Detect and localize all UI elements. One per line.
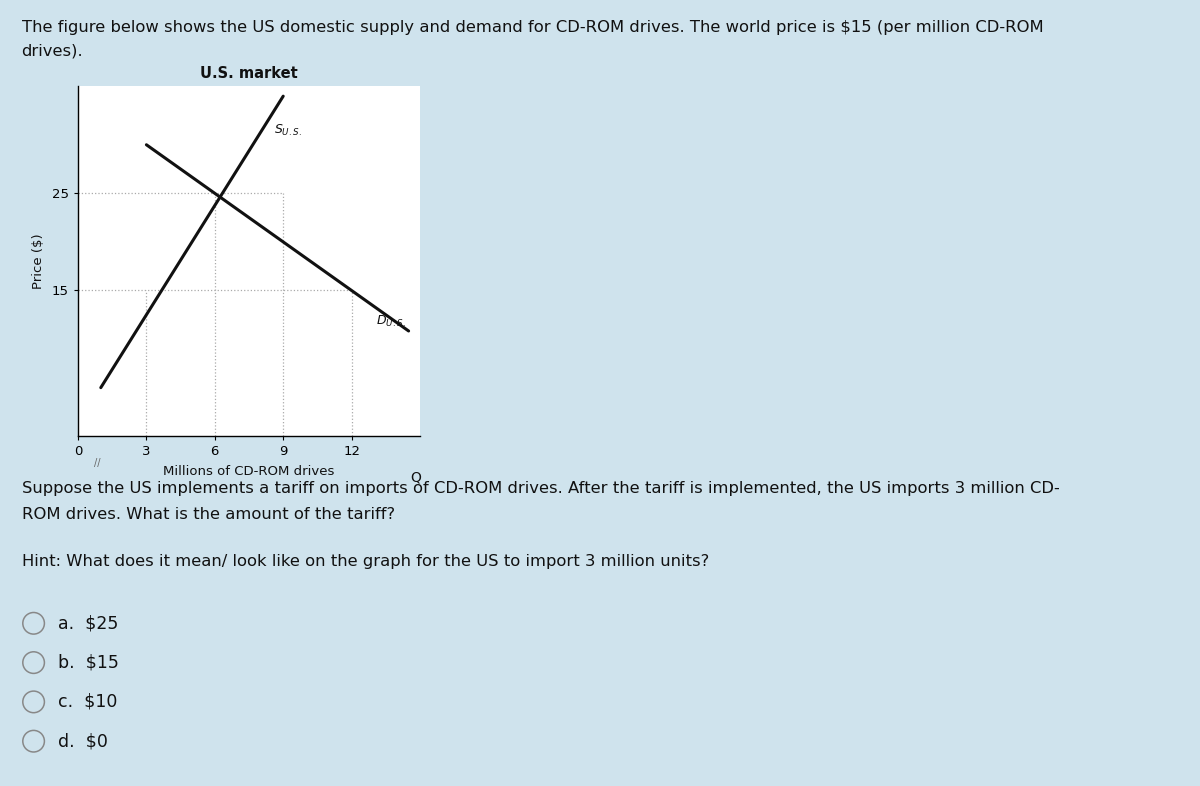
Text: The figure below shows the US domestic supply and demand for CD-ROM drives. The : The figure below shows the US domestic s… <box>22 20 1043 35</box>
Text: b.  $15: b. $15 <box>58 654 119 671</box>
Text: ROM drives. What is the amount of the tariff?: ROM drives. What is the amount of the ta… <box>22 507 395 522</box>
Text: //: // <box>94 457 101 468</box>
Text: c.  $10: c. $10 <box>58 693 116 711</box>
Text: d.  $0: d. $0 <box>58 733 108 750</box>
Text: $S_{U.S.}$: $S_{U.S.}$ <box>274 123 302 138</box>
Title: U.S. market: U.S. market <box>200 66 298 81</box>
Text: a.  $25: a. $25 <box>58 615 118 632</box>
Text: Q: Q <box>410 470 421 484</box>
Text: $D_{U.S.}$: $D_{U.S.}$ <box>376 314 406 329</box>
Text: drives).: drives). <box>22 43 83 58</box>
Text: Suppose the US implements a tariff on imports of CD-ROM drives. After the tariff: Suppose the US implements a tariff on im… <box>22 481 1060 496</box>
X-axis label: Millions of CD-ROM drives: Millions of CD-ROM drives <box>163 465 335 478</box>
Y-axis label: Price ($): Price ($) <box>32 233 46 289</box>
Text: Hint: What does it mean/ look like on the graph for the US to import 3 million u: Hint: What does it mean/ look like on th… <box>22 554 709 569</box>
